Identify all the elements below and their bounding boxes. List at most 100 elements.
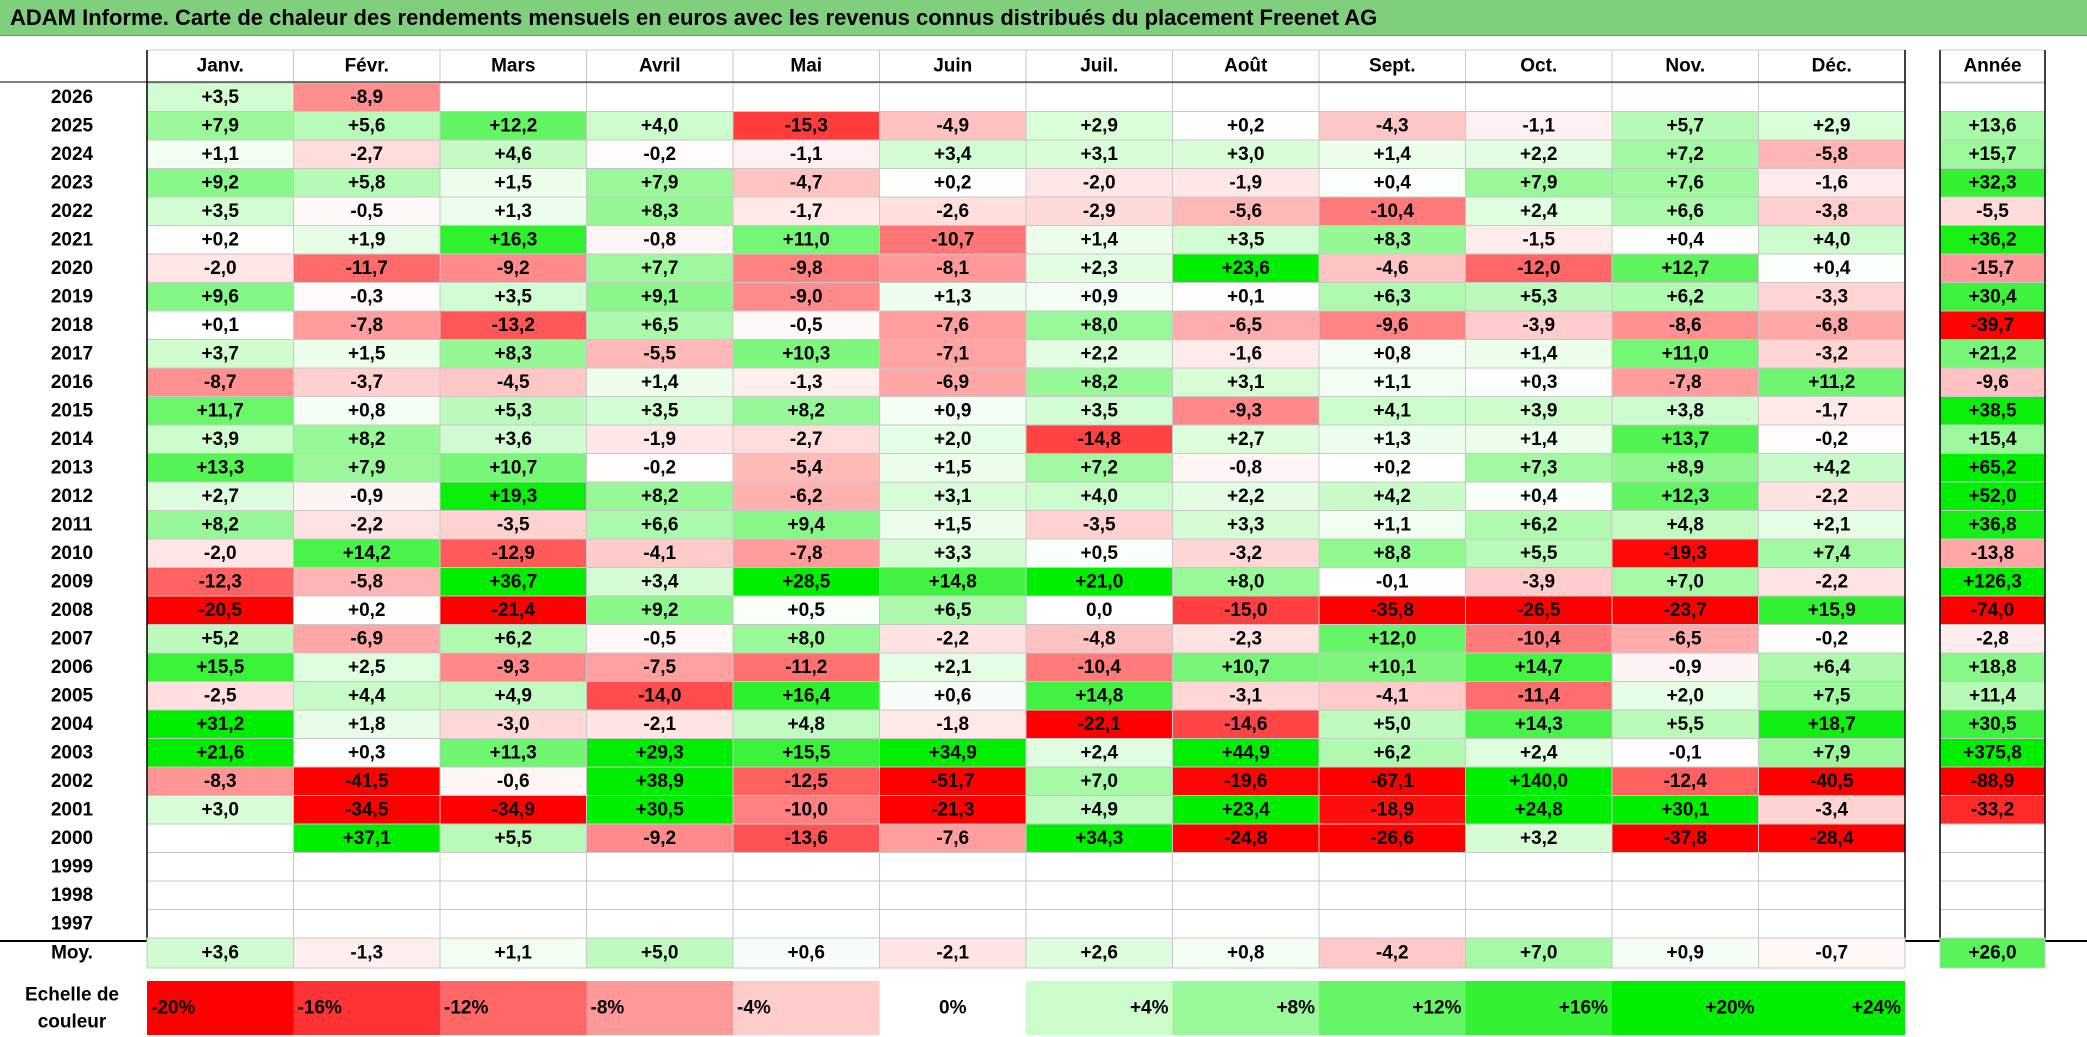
month-header: Juil. [1080,56,1118,77]
cell-value: -1,1 [790,144,823,165]
cell-value: +14,2 [343,543,391,564]
scale-step-label: +12% [1412,998,1461,1019]
cell-value: -6,5 [1669,628,1702,649]
cell-value: -0,9 [350,486,383,507]
annual-cell [1939,339,2046,369]
heatmap-cell [879,253,1027,283]
heatmap-cell [732,624,880,654]
heatmap-cell [1465,82,1613,112]
heatmap-cell [879,652,1027,682]
scale-cell [1612,981,1759,1035]
heatmap-cell [732,880,880,910]
cell-value: +7,9 [641,172,679,193]
cell-value: -21,3 [931,799,974,820]
heatmap-cell [146,880,294,910]
annual-value: +13,6 [1968,115,2016,136]
heatmap-cell [1611,396,1759,426]
annual-cell [1939,738,2046,768]
heatmap-cell [293,709,441,739]
cell-value: -2,1 [643,714,676,735]
cell-value: -1,3 [790,372,823,393]
cell-value: +0,8 [348,400,386,421]
cell-value: -20,5 [199,600,243,621]
cell-value: -2,9 [1083,201,1116,222]
month-header: Sept. [1369,56,1415,77]
heatmap-cell [439,538,587,568]
cell-value: -2,0 [204,543,237,564]
heatmap-cell [146,538,294,568]
cell-value: -8,3 [204,771,237,792]
cell-value: -0,8 [1229,457,1262,478]
heatmap-cell [146,424,294,454]
year-label: 2016 [51,372,93,393]
cell-value: +2,7 [1227,429,1265,450]
cell-value: +4,0 [1080,486,1118,507]
year-label: 2020 [51,258,93,279]
scale-step-label: -4% [737,998,771,1019]
cell-value: +3,1 [1080,144,1118,165]
heatmap-cell [879,168,1027,198]
cell-value: +8,2 [1080,372,1118,393]
year-label: 2001 [51,799,94,820]
cell-value: +12,3 [1661,486,1709,507]
annual-cell [1939,538,2046,568]
heatmap-cell [293,339,441,369]
heatmap-cell [586,82,734,112]
heatmap-cell [1758,709,1906,739]
cell-value: -11,7 [346,258,388,279]
scale-cell [1026,981,1173,1035]
heatmap-cell [732,82,880,112]
heatmap-cell [1758,367,1906,397]
heatmap-cell [293,367,441,397]
cell-value: +21,0 [1075,571,1123,592]
annual-value: -88,9 [1971,771,2014,792]
cell-value: -21,4 [492,600,536,621]
heatmap-cell [439,823,587,853]
average-cell [1318,937,1466,969]
annual-cell [1939,595,2046,625]
cell-value: -10,0 [785,799,828,820]
year-label: 2022 [51,201,93,222]
heatmap-cell [1465,709,1613,739]
heatmap-cell [1025,396,1173,426]
cell-value: +6,6 [641,514,679,535]
heatmap-cell [586,795,734,825]
cell-value: -12,0 [1517,258,1560,279]
annual-cell [1939,196,2046,226]
heatmap-cell [1758,766,1906,796]
year-label: 2002 [51,771,93,792]
heatmap-cell [1465,567,1613,597]
heatmap-cell [879,481,1027,511]
cell-value: +3,0 [201,799,239,820]
cell-value: +6,5 [934,600,972,621]
cell-value: +44,9 [1222,742,1270,763]
cell-value: +23,4 [1222,799,1271,820]
average-value: +7,0 [1520,943,1558,964]
average-label: Moy. [51,943,93,964]
cell-value: +3,5 [201,87,239,108]
cell-value: +1,8 [348,714,386,735]
heatmap-cell [146,225,294,255]
heatmap-cell [1025,139,1173,169]
cell-value: -2,2 [1815,486,1848,507]
cell-value: +29,3 [636,742,684,763]
cell-value: -1,5 [1522,229,1555,250]
heatmap-cell [293,681,441,711]
cell-value: +0,5 [787,600,825,621]
cell-value: +7,2 [1080,457,1118,478]
cell-value: -10,4 [1517,628,1561,649]
cell-value: -0,5 [350,201,383,222]
heatmap-cell [439,567,587,597]
heatmap-cell [293,168,441,198]
cell-value: +8,2 [787,400,825,421]
cell-value: -1,1 [1522,115,1555,136]
chart-title: ADAM Informe. Carte de chaleur des rende… [10,5,1378,30]
year-label: 2018 [51,315,93,336]
cell-value: -3,9 [1522,571,1555,592]
heatmap-cell [879,852,1027,882]
cell-value: +30,1 [1661,799,1710,820]
heatmap-cell [1465,595,1613,625]
heatmap-cell [293,795,441,825]
annual-value: +11,4 [1969,685,2016,706]
year-label: 2019 [51,286,93,307]
